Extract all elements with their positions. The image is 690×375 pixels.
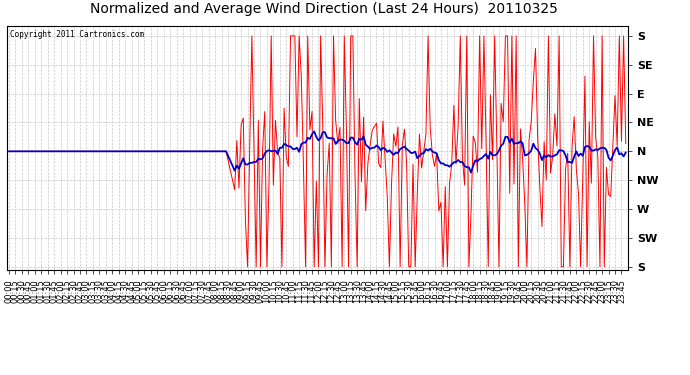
Text: Copyright 2011 Cartronics.com: Copyright 2011 Cartronics.com <box>10 30 144 39</box>
Text: Normalized and Average Wind Direction (Last 24 Hours)  20110325: Normalized and Average Wind Direction (L… <box>90 2 558 16</box>
